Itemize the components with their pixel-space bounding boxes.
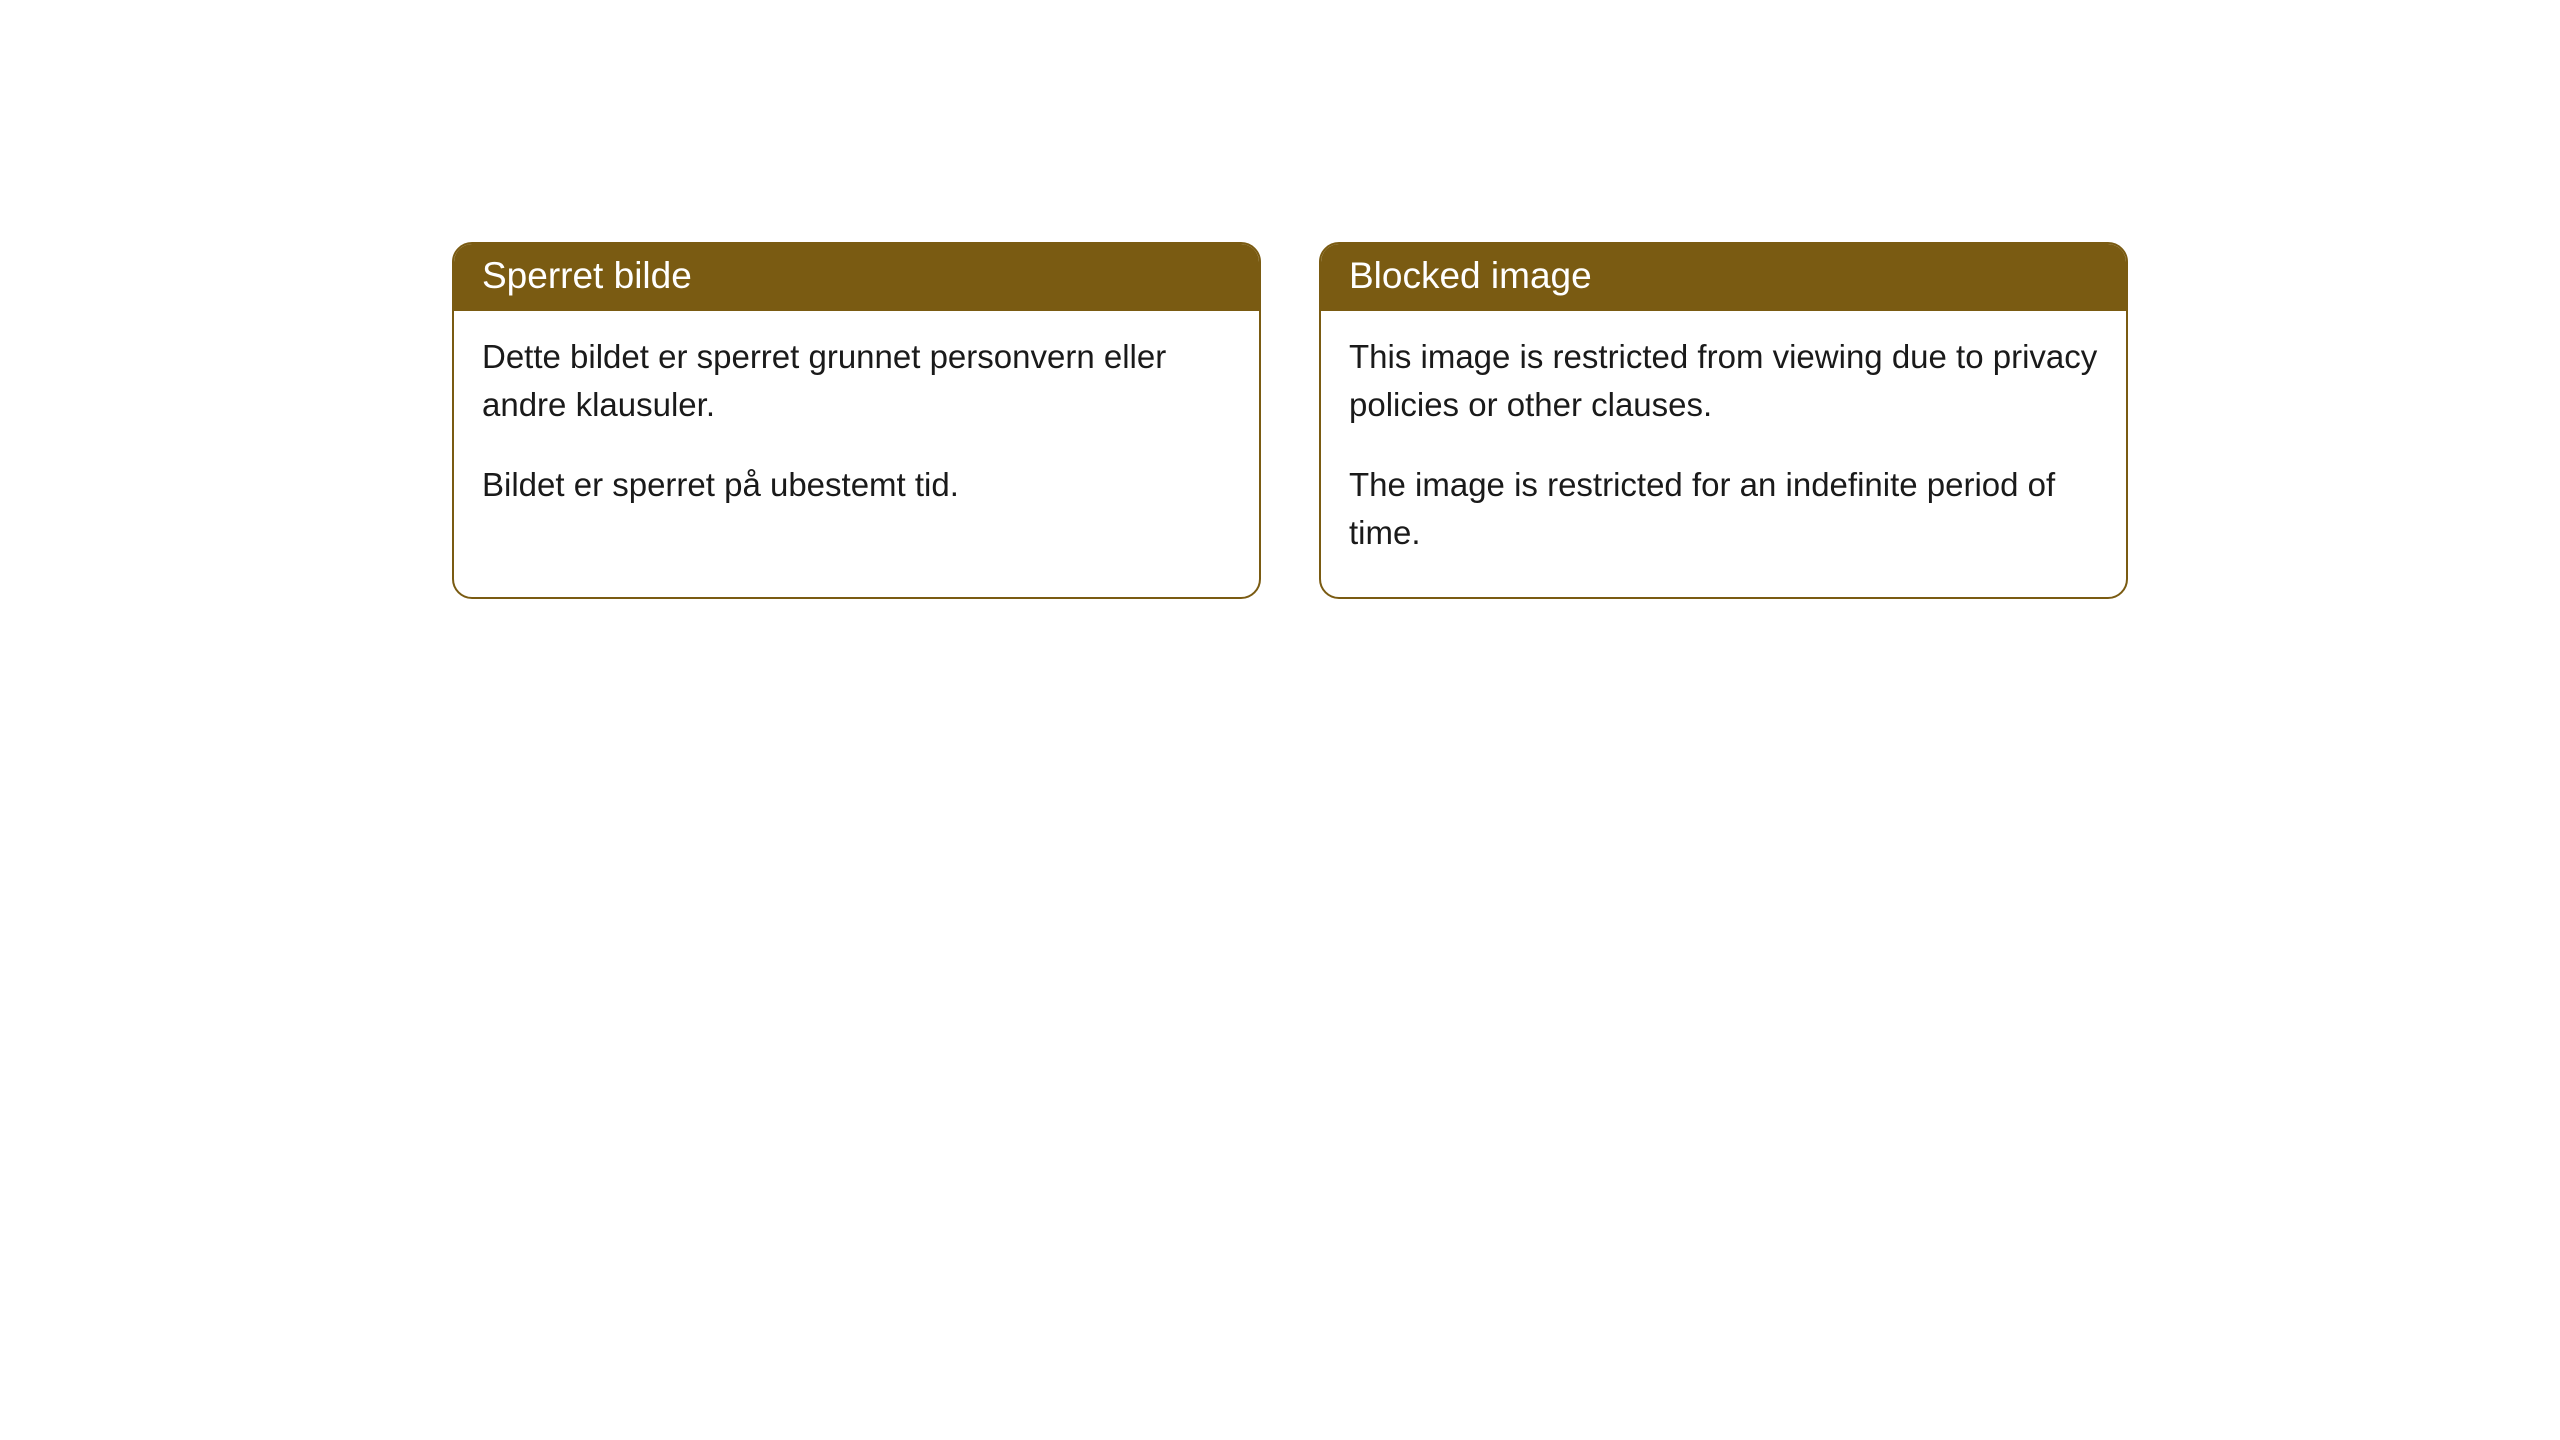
card-body-no: Dette bildet er sperret grunnet personve… xyxy=(454,311,1259,549)
card-paragraph-2-en: The image is restricted for an indefinit… xyxy=(1349,461,2098,557)
blocked-image-card-no: Sperret bilde Dette bildet er sperret gr… xyxy=(452,242,1261,599)
card-header-en: Blocked image xyxy=(1321,244,2126,311)
card-header-no: Sperret bilde xyxy=(454,244,1259,311)
card-paragraph-2-no: Bildet er sperret på ubestemt tid. xyxy=(482,461,1231,509)
notice-cards-container: Sperret bilde Dette bildet er sperret gr… xyxy=(452,242,2128,599)
card-paragraph-1-no: Dette bildet er sperret grunnet personve… xyxy=(482,333,1231,429)
card-paragraph-1-en: This image is restricted from viewing du… xyxy=(1349,333,2098,429)
blocked-image-card-en: Blocked image This image is restricted f… xyxy=(1319,242,2128,599)
card-body-en: This image is restricted from viewing du… xyxy=(1321,311,2126,596)
